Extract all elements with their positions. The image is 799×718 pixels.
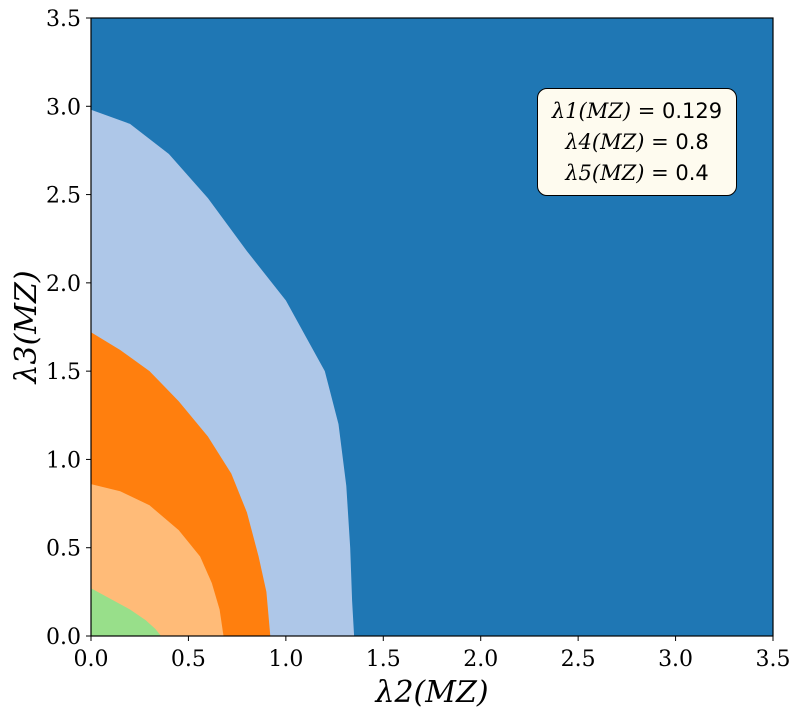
x-tick-label: 0.0 [74, 647, 109, 672]
plot-frame [90, 17, 774, 637]
x-axis-title: λ2(MZ) [374, 675, 488, 710]
param-line-lambda1: λ1(MZ) = 0.129 [551, 98, 723, 123]
y-tick-label: 0.0 [46, 625, 81, 650]
region-4 [91, 588, 162, 636]
parameter-annotation-box: λ1(MZ) = 0.129 λ4(MZ) = 0.8 λ5(MZ) = 0.4 [537, 88, 737, 196]
region-3 [91, 484, 224, 636]
y-tick-label: 2.5 [46, 184, 81, 209]
x-tick-label: 0.5 [171, 647, 206, 672]
x-tick-label: 2.0 [463, 647, 498, 672]
y-axis-title: λ3(MZ) [9, 270, 44, 384]
x-tick-label: 1.0 [268, 647, 303, 672]
regions-layer [91, 109, 355, 637]
param-value: 0.129 [662, 98, 723, 123]
x-tick-label: 1.5 [366, 647, 401, 672]
x-tick-label: 2.5 [561, 647, 596, 672]
y-tick-label: 1.5 [46, 360, 81, 385]
param-name: λ5(MZ) [565, 160, 645, 185]
y-tick-label: 3.5 [46, 7, 81, 32]
param-value: 0.8 [675, 129, 709, 154]
y-tick-label: 0.5 [46, 537, 81, 562]
x-axis-ticks: 0.0 0.5 1.0 1.5 2.0 2.5 3.0 3.5 [74, 636, 791, 672]
y-tick-label: 3.0 [46, 95, 81, 120]
param-value: 0.4 [675, 160, 709, 185]
x-tick-label: 3.5 [756, 647, 791, 672]
param-name: λ4(MZ) [565, 129, 645, 154]
param-line-lambda5: λ5(MZ) = 0.4 [565, 160, 709, 185]
y-tick-label: 1.0 [46, 448, 81, 473]
param-name: λ1(MZ) [551, 98, 632, 123]
x-tick-label: 3.0 [658, 647, 693, 672]
param-line-lambda4: λ4(MZ) = 0.8 [565, 129, 709, 154]
y-axis-ticks: 0.0 0.5 1.0 1.5 2.0 2.5 3.0 3.5 [46, 7, 91, 650]
y-tick-label: 2.0 [46, 272, 81, 297]
